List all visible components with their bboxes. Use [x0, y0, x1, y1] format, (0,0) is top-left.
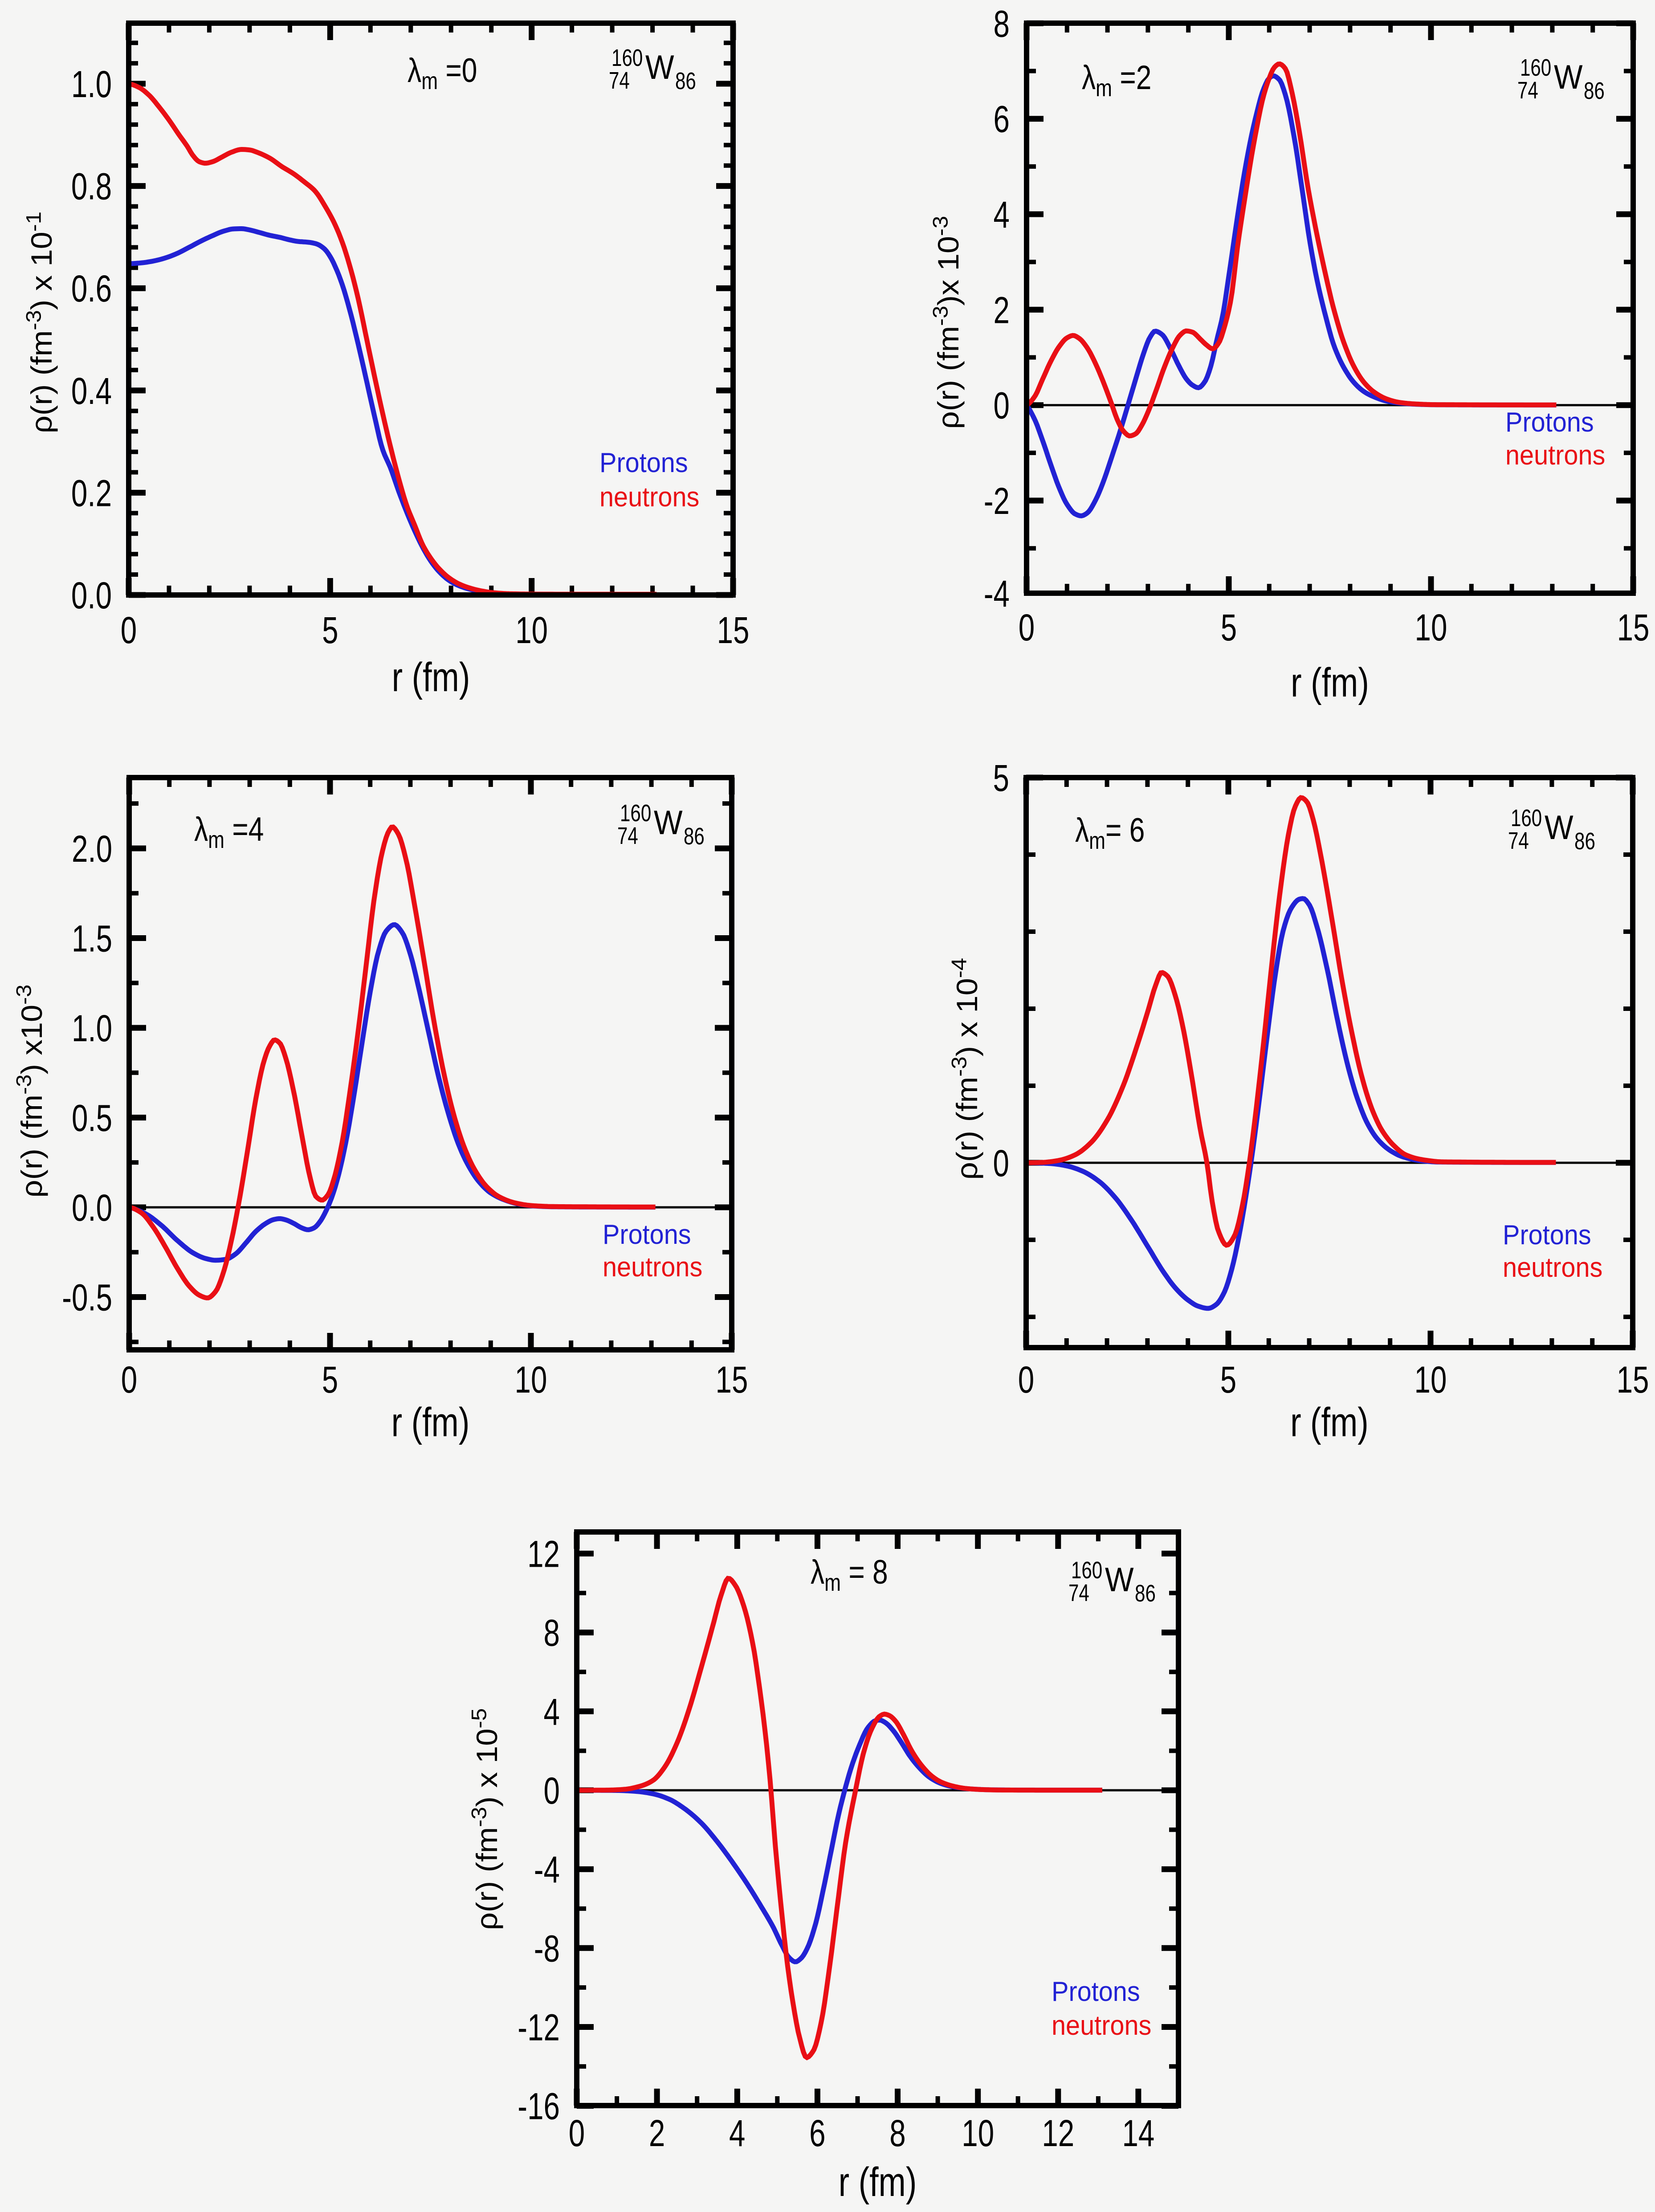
svg-text:-0.5: -0.5: [62, 1277, 112, 1319]
svg-text:4: 4: [994, 194, 1010, 236]
svg-text:10: 10: [1415, 607, 1447, 648]
svg-text:0: 0: [121, 609, 137, 651]
svg-text:160: 160: [620, 800, 651, 827]
svg-text:λm =2: λm =2: [1082, 58, 1151, 102]
svg-text:0: 0: [121, 1359, 137, 1401]
svg-text:5: 5: [993, 757, 1009, 799]
svg-text:1.0: 1.0: [72, 1007, 112, 1049]
svg-text:r (fm): r (fm): [391, 1399, 470, 1445]
svg-text:2: 2: [649, 2112, 665, 2154]
svg-text:0.2: 0.2: [71, 473, 112, 514]
svg-text:15: 15: [1617, 607, 1650, 648]
svg-text:2.0: 2.0: [72, 828, 112, 870]
svg-text:86: 86: [1574, 828, 1595, 855]
svg-text:W: W: [1554, 59, 1583, 96]
svg-text:r (fm): r (fm): [1291, 660, 1369, 705]
svg-text:neutrons: neutrons: [1505, 440, 1605, 470]
svg-text:neutrons: neutrons: [599, 481, 699, 512]
svg-text:0.4: 0.4: [71, 370, 112, 412]
svg-text:neutrons: neutrons: [603, 1251, 702, 1282]
svg-text:-12: -12: [518, 2007, 560, 2049]
svg-text:5: 5: [1221, 607, 1237, 648]
svg-text:λm = 8: λm = 8: [811, 1553, 888, 1596]
svg-text:8: 8: [544, 1612, 560, 1654]
svg-text:1.0: 1.0: [71, 63, 112, 105]
svg-text:160: 160: [611, 45, 643, 71]
svg-text:8: 8: [889, 2112, 905, 2154]
svg-text:W: W: [1105, 1561, 1134, 1599]
svg-text:8: 8: [994, 3, 1010, 45]
svg-text:86: 86: [684, 823, 705, 850]
svg-text:86: 86: [1584, 77, 1605, 104]
svg-text:5: 5: [322, 609, 338, 651]
svg-text:1.5: 1.5: [72, 918, 112, 960]
svg-text:0.0: 0.0: [72, 1187, 112, 1229]
svg-text:160: 160: [1511, 805, 1542, 831]
svg-text:-16: -16: [518, 2086, 560, 2127]
svg-text:160: 160: [1071, 1557, 1102, 1584]
svg-text:Protons: Protons: [1052, 1976, 1140, 2007]
svg-text:0: 0: [994, 385, 1010, 427]
svg-text:-8: -8: [534, 1927, 560, 1969]
svg-text:0: 0: [1019, 607, 1035, 648]
svg-text:-4: -4: [984, 573, 1010, 615]
svg-text:160: 160: [1520, 54, 1551, 81]
svg-text:λm= 6: λm= 6: [1075, 811, 1145, 854]
svg-text:W: W: [654, 804, 683, 842]
svg-text:Protons: Protons: [1503, 1219, 1591, 1250]
svg-text:74: 74: [617, 823, 638, 849]
svg-text:0.8: 0.8: [71, 166, 112, 208]
svg-text:74: 74: [1517, 77, 1538, 104]
svg-text:Protons: Protons: [599, 447, 688, 478]
svg-text:0.0: 0.0: [71, 574, 112, 616]
svg-text:0.6: 0.6: [71, 268, 112, 310]
svg-text:0: 0: [544, 1770, 560, 1812]
svg-text:0: 0: [1018, 1359, 1034, 1401]
svg-text:74: 74: [1508, 827, 1529, 854]
svg-text:5: 5: [1220, 1359, 1236, 1401]
svg-text:5: 5: [322, 1359, 338, 1401]
svg-text:10: 10: [1414, 1359, 1447, 1401]
svg-text:r (fm): r (fm): [839, 2159, 917, 2205]
svg-text:λm =4: λm =4: [194, 810, 264, 853]
svg-text:0.5: 0.5: [72, 1097, 112, 1139]
svg-text:neutrons: neutrons: [1503, 1252, 1602, 1283]
svg-text:10: 10: [962, 2112, 994, 2154]
svg-text:-4: -4: [534, 1849, 560, 1890]
svg-text:Protons: Protons: [603, 1219, 691, 1250]
svg-text:-2: -2: [984, 480, 1010, 522]
svg-text:neutrons: neutrons: [1052, 2010, 1151, 2041]
svg-text:74: 74: [609, 67, 630, 94]
svg-text:10: 10: [515, 609, 548, 651]
svg-text:ρ(r) (fm-3) x 10-1: ρ(r) (fm-3) x 10-1: [22, 212, 58, 433]
svg-text:0: 0: [993, 1142, 1009, 1184]
svg-text:λm =0: λm =0: [408, 51, 477, 94]
svg-text:74: 74: [1068, 1580, 1089, 1606]
svg-text:12: 12: [1042, 2112, 1074, 2154]
svg-text:12: 12: [527, 1533, 560, 1575]
svg-text:0: 0: [569, 2112, 585, 2154]
svg-text:Protons: Protons: [1505, 407, 1594, 437]
svg-text:4: 4: [544, 1691, 560, 1733]
svg-text:6: 6: [809, 2112, 825, 2154]
svg-text:W: W: [1545, 809, 1573, 847]
svg-text:r (fm): r (fm): [1290, 1399, 1369, 1445]
svg-text:15: 15: [1617, 1359, 1649, 1401]
svg-text:2: 2: [994, 289, 1010, 331]
svg-text:14: 14: [1122, 2112, 1154, 2154]
svg-text:15: 15: [717, 609, 750, 651]
svg-text:10: 10: [515, 1359, 547, 1401]
svg-text:86: 86: [675, 68, 696, 94]
svg-text:6: 6: [994, 98, 1010, 140]
svg-text:W: W: [645, 49, 674, 86]
svg-text:15: 15: [716, 1359, 748, 1401]
svg-text:86: 86: [1135, 1580, 1156, 1607]
svg-text:4: 4: [729, 2112, 745, 2154]
svg-text:r (fm): r (fm): [392, 654, 470, 700]
